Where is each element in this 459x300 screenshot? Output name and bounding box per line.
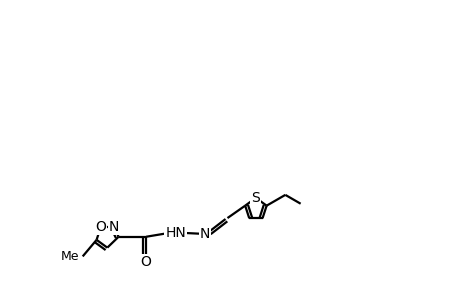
Text: N: N: [199, 227, 210, 241]
Text: S: S: [251, 191, 260, 205]
Text: O: O: [140, 255, 151, 269]
Text: N: N: [108, 220, 119, 234]
Text: O: O: [95, 220, 106, 234]
Text: HN: HN: [165, 226, 185, 240]
Text: Me: Me: [60, 250, 78, 263]
